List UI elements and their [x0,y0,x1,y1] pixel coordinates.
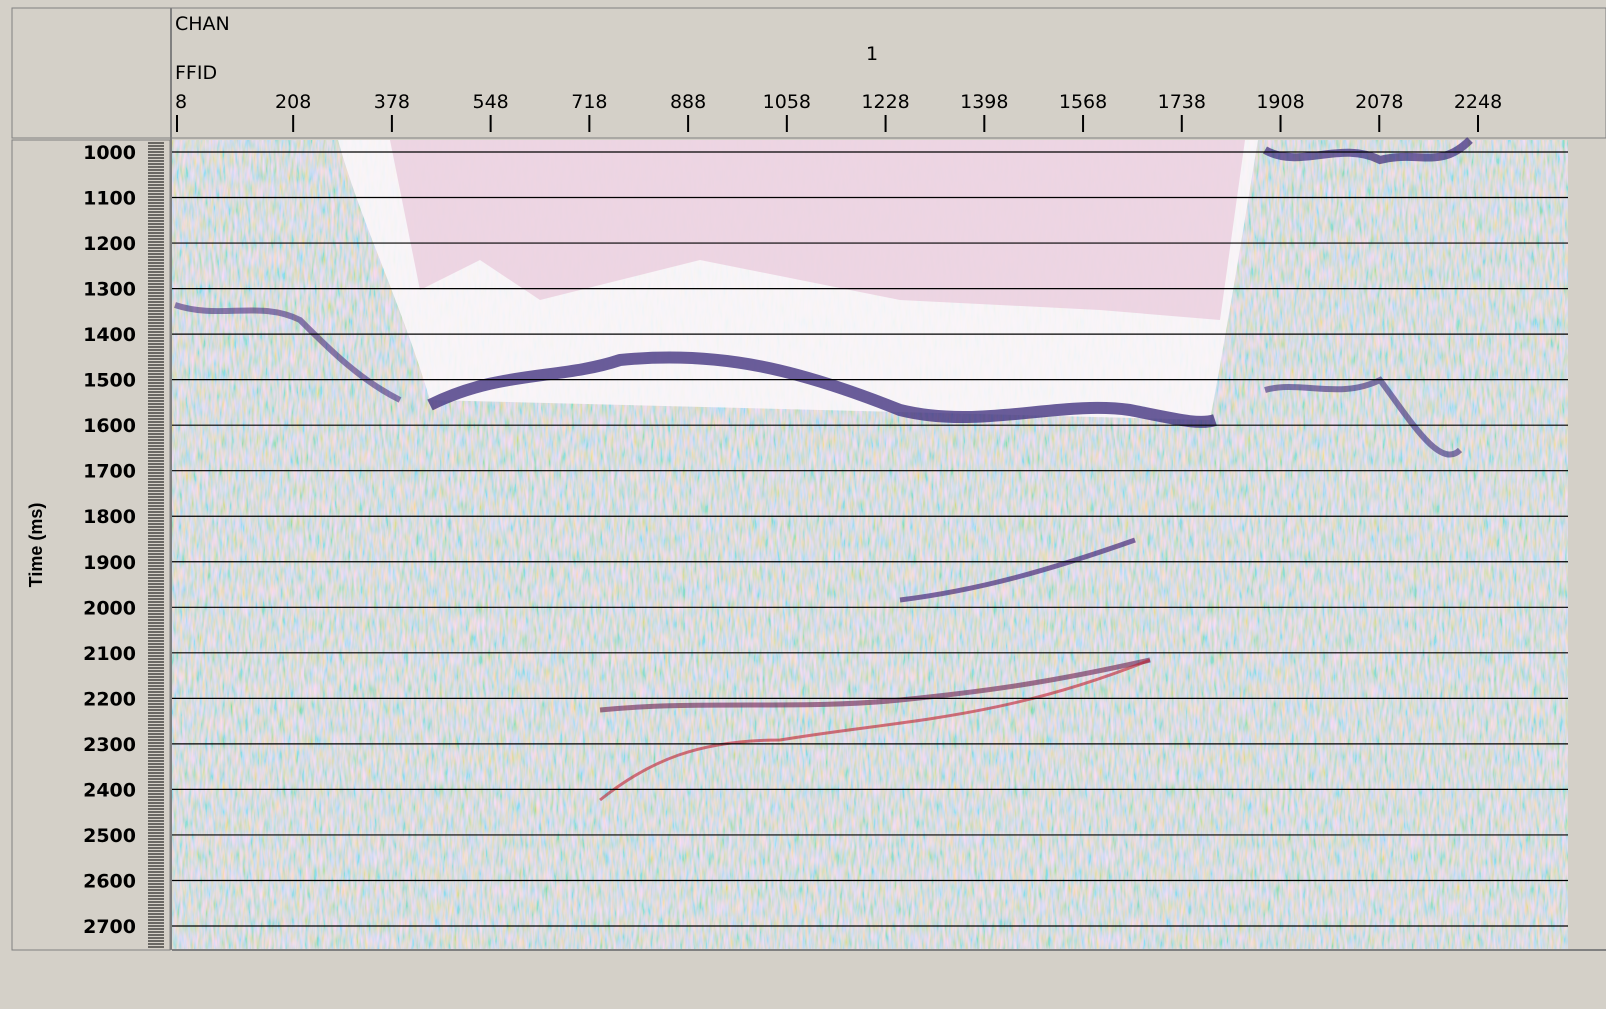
y-tick-label: 1800 [83,506,136,528]
chan-value: 1 [866,43,878,65]
y-tick-label: 1500 [83,370,136,392]
ffid-label: FFID [175,62,217,84]
y-tick-label: 2100 [83,643,136,665]
y-tick-label: 2600 [83,870,136,892]
y-tick-label: 1400 [83,324,136,346]
x-tick-label: 1568 [1059,91,1107,113]
y-axis-label: Time (ms) [26,503,46,588]
y-tick-label: 1000 [83,142,136,164]
y-tick-label: 1200 [83,233,136,255]
x-tick-label: 718 [571,91,607,113]
y-tick-label: 1700 [83,461,136,483]
y-tick-label: 2200 [83,688,136,710]
x-tick-label: 378 [374,91,410,113]
header-panel [12,8,1606,138]
y-tick-label: 1300 [83,279,136,301]
y-tick-label: 1600 [83,415,136,437]
y-tick-label: 1900 [83,552,136,574]
x-tick-label: 1738 [1158,91,1206,113]
x-tick-label: 208 [275,91,311,113]
y-tick-label: 2700 [83,916,136,938]
y-tick-label: 2400 [83,779,136,801]
y-tick-label: 2300 [83,734,136,756]
chan-label: CHAN [175,13,230,35]
seismic-viewer: CHAN 1 FFID Time (ms) 8 208 378 548 718 888 10… [0,0,1606,1005]
x-tick-label: 1058 [763,91,811,113]
y-tick-label: 2500 [83,825,136,847]
seismic-section [172,140,1568,950]
x-tick-label: 2078 [1355,91,1403,113]
x-tick-label: 1228 [861,91,909,113]
x-tick-label: 8 [175,91,187,113]
x-tick-label: 1398 [960,91,1008,113]
y-tick-label: 2000 [83,597,136,619]
x-tick-label: 548 [473,91,509,113]
x-tick-label: 1908 [1256,91,1304,113]
y-tick-label: 1100 [83,188,136,210]
x-tick-label: 2248 [1454,91,1502,113]
x-tick-label: 888 [670,91,706,113]
